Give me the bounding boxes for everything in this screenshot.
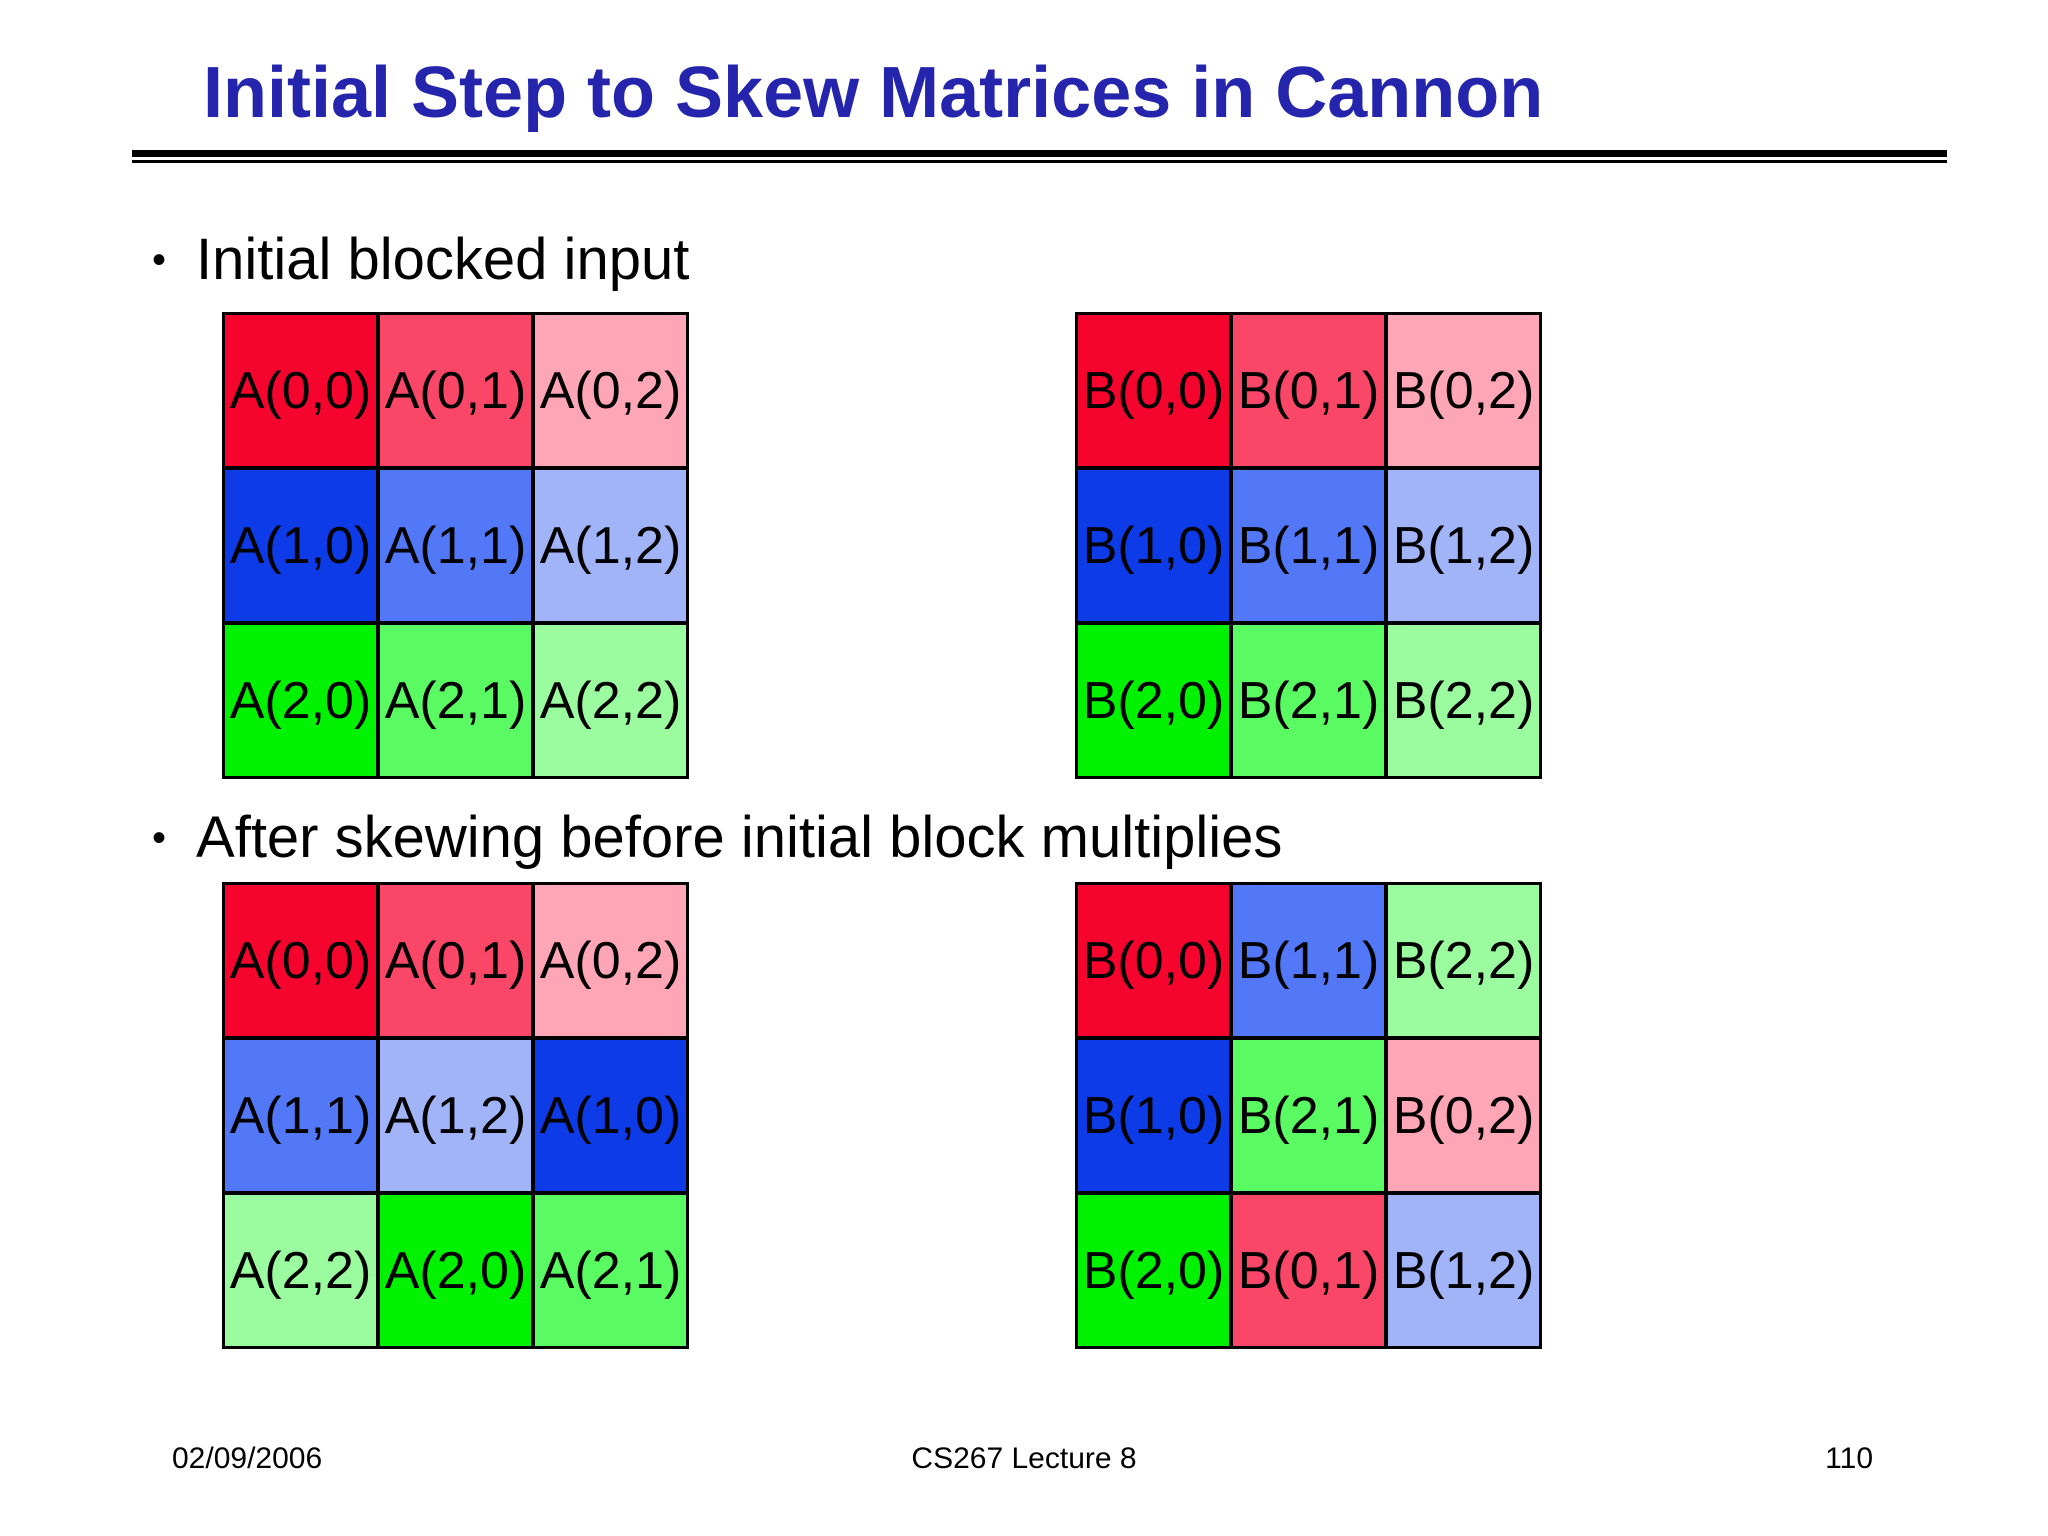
matrix-cell: B(2,2) <box>1386 883 1541 1038</box>
footer-date: 02/09/2006 <box>172 1442 323 1475</box>
matrix-cell: B(1,1) <box>1231 468 1386 623</box>
page-title: Initial Step to Skew Matrices in Cannon <box>203 53 1544 133</box>
footer-course: CS267 Lecture 8 <box>911 1442 1137 1475</box>
matrix-cell: B(0,2) <box>1386 1038 1541 1193</box>
matrix-cell: B(1,0) <box>1076 1038 1231 1193</box>
matrix-cell: A(0,1) <box>378 313 533 468</box>
bullet-text: After skewing before initial block multi… <box>196 805 1283 870</box>
matrix-cell: B(0,0) <box>1076 313 1231 468</box>
matrix-cell: B(1,1) <box>1231 883 1386 1038</box>
matrix-cell: A(1,2) <box>378 1038 533 1193</box>
matrix-cell: B(0,2) <box>1386 313 1541 468</box>
matrix-cell: B(0,0) <box>1076 883 1231 1038</box>
title-underline <box>132 150 1947 163</box>
matrix-cell: A(1,0) <box>533 1038 688 1193</box>
matrix-cell: A(1,2) <box>533 468 688 623</box>
matrix-cell: A(2,2) <box>533 623 688 778</box>
matrix-cell: B(2,2) <box>1386 623 1541 778</box>
bullet-icon: • <box>152 237 167 282</box>
bullet-item-initial-input: • Initial blocked input <box>152 228 689 292</box>
matrix-a-initial: A(0,0) A(0,1) A(0,2) A(1,0) A(1,1) A(1,2… <box>222 312 689 779</box>
matrix-cell: A(2,1) <box>533 1193 688 1348</box>
matrix-cell: B(2,0) <box>1076 1193 1231 1348</box>
bullet-item-after-skewing: • After skewing before initial block mul… <box>152 806 1282 870</box>
matrix-a-skewed: A(0,0) A(0,1) A(0,2) A(1,1) A(1,2) A(1,0… <box>222 882 689 1349</box>
matrix-cell: A(2,0) <box>223 623 378 778</box>
matrix-cell: B(0,1) <box>1231 1193 1386 1348</box>
matrix-cell: A(0,1) <box>378 883 533 1038</box>
matrix-cell: B(2,1) <box>1231 1038 1386 1193</box>
matrix-cell: B(1,2) <box>1386 468 1541 623</box>
matrix-cell: A(0,2) <box>533 883 688 1038</box>
matrix-cell: B(2,1) <box>1231 623 1386 778</box>
bullet-icon: • <box>152 815 167 860</box>
matrix-b-skewed: B(0,0) B(1,1) B(2,2) B(1,0) B(2,1) B(0,2… <box>1075 882 1542 1349</box>
matrix-cell: A(2,2) <box>223 1193 378 1348</box>
bullet-text: Initial blocked input <box>196 227 690 292</box>
footer-page-number: 110 <box>1825 1442 1873 1475</box>
matrix-cell: A(1,0) <box>223 468 378 623</box>
matrix-cell: A(0,0) <box>223 883 378 1038</box>
matrix-cell: A(0,0) <box>223 313 378 468</box>
matrix-cell: B(2,0) <box>1076 623 1231 778</box>
matrix-cell: B(0,1) <box>1231 313 1386 468</box>
matrix-cell: A(1,1) <box>223 1038 378 1193</box>
matrix-b-initial: B(0,0) B(0,1) B(0,2) B(1,0) B(1,1) B(1,2… <box>1075 312 1542 779</box>
matrix-cell: A(0,2) <box>533 313 688 468</box>
matrix-cell: B(1,2) <box>1386 1193 1541 1348</box>
matrix-cell: A(1,1) <box>378 468 533 623</box>
matrix-cell: B(1,0) <box>1076 468 1231 623</box>
matrix-cell: A(2,0) <box>378 1193 533 1348</box>
matrix-cell: A(2,1) <box>378 623 533 778</box>
